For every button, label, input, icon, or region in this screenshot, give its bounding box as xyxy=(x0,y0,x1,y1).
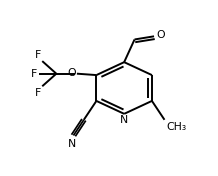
Text: O: O xyxy=(67,68,76,78)
Text: F: F xyxy=(31,69,37,79)
Text: CH₃: CH₃ xyxy=(166,122,186,132)
Text: F: F xyxy=(35,50,41,60)
Text: F: F xyxy=(35,88,41,98)
Text: N: N xyxy=(120,115,128,125)
Text: N: N xyxy=(68,139,76,149)
Text: O: O xyxy=(157,30,165,40)
